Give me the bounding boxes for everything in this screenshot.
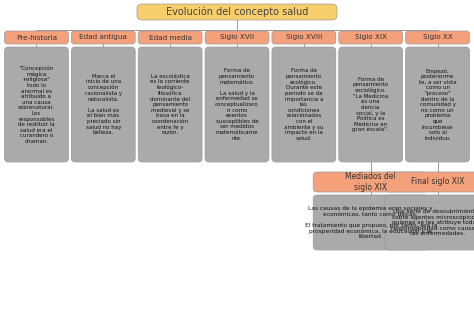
FancyBboxPatch shape: [4, 47, 68, 162]
Text: Forma de
pensamiento
ecológico.
Durante este
periodo se da
importancia a
las
con: Forma de pensamiento ecológico. Durante …: [284, 68, 324, 141]
Text: Marca el
inicio de una
concepción
racionalista y
naturalista.

La salud es
el bi: Marca el inicio de una concepción racion…: [85, 74, 122, 135]
Text: Las causas de la epidemia eran sociales y
económicas, tanto como físicas.

El tr: Las causas de la epidemia eran sociales …: [305, 206, 437, 239]
Text: Siglo XVIII: Siglo XVIII: [286, 34, 322, 40]
FancyBboxPatch shape: [272, 31, 336, 44]
Text: Pre-historia: Pre-historia: [16, 34, 57, 40]
FancyBboxPatch shape: [72, 47, 135, 162]
FancyBboxPatch shape: [138, 47, 202, 162]
FancyBboxPatch shape: [339, 31, 402, 44]
Text: Una serie de descubrimientos
sobre agentes microscópicos a
quienes se les atribu: Una serie de descubrimientos sobre agent…: [391, 208, 474, 236]
Text: Edad antigua: Edad antigua: [79, 34, 127, 40]
FancyBboxPatch shape: [4, 31, 68, 44]
FancyBboxPatch shape: [205, 31, 269, 44]
FancyBboxPatch shape: [385, 195, 474, 250]
Text: Forma de
pensamiento
sociológico.
"La Medicina
es una
ciencia
social, y la
Polít: Forma de pensamiento sociológico. "La Me…: [353, 76, 389, 133]
FancyBboxPatch shape: [205, 47, 269, 162]
Text: Edad media: Edad media: [149, 34, 191, 40]
Text: Mediados del
siglo XIX: Mediados del siglo XIX: [346, 172, 396, 191]
Text: "Concepción
mágica
-religiosa"
todo lo
anormal es
atribuido a
una causa
sobrenat: "Concepción mágica -religiosa" todo lo a…: [18, 65, 55, 144]
FancyBboxPatch shape: [272, 47, 336, 162]
FancyBboxPatch shape: [339, 47, 402, 162]
FancyBboxPatch shape: [138, 31, 202, 44]
FancyBboxPatch shape: [137, 4, 337, 20]
FancyBboxPatch shape: [406, 31, 470, 44]
FancyBboxPatch shape: [406, 47, 470, 162]
FancyBboxPatch shape: [72, 31, 135, 44]
FancyBboxPatch shape: [385, 172, 474, 192]
Text: Final siglo XIX: Final siglo XIX: [411, 177, 465, 186]
Text: Forma de
pensamiento
matemático.

La salud y la
enfermedad se
conceptualizaro
n : Forma de pensamiento matemático. La salu…: [215, 68, 259, 141]
Text: Evolución del concepto salud: Evolución del concepto salud: [166, 7, 308, 17]
Text: La escolástica
es la corriente
teológico-
filosófica
dominante del
pensamiento
m: La escolástica es la corriente teológico…: [150, 74, 190, 135]
FancyBboxPatch shape: [313, 172, 428, 192]
Text: Empezó,
posteriorme
te, a ser vista
como un
"proceso"
dentro de la
comunidad y
n: Empezó, posteriorme te, a ser vista como…: [419, 68, 456, 141]
Text: Siglo XIX: Siglo XIX: [355, 34, 387, 40]
Text: Siglo XX: Siglo XX: [423, 34, 453, 40]
FancyBboxPatch shape: [313, 195, 428, 250]
Text: Siglo XVII: Siglo XVII: [220, 34, 254, 40]
